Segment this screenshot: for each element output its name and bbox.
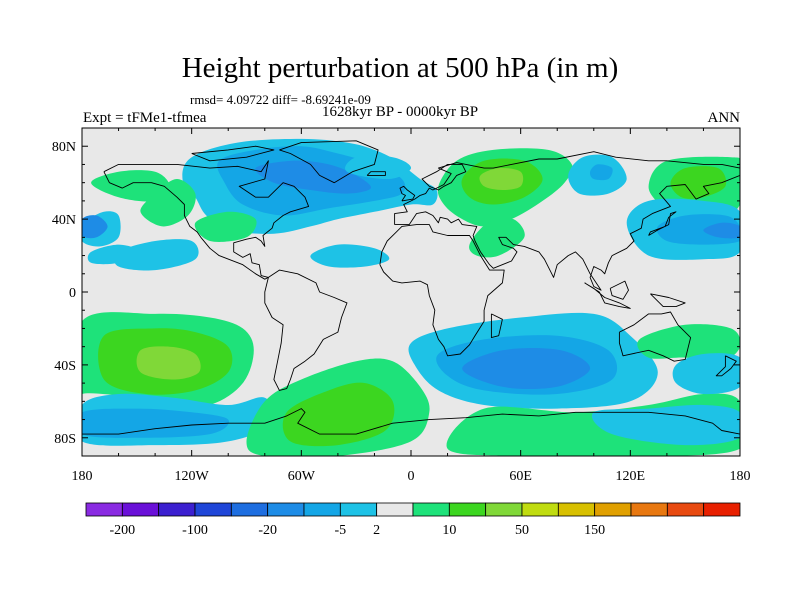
field-e-pacific-low [114,239,199,271]
colorbar-box [230,502,269,517]
map-axis-ticks: 80N 40N 0 40S 80S 180 120W 60W 0 60E 120E 180 [52,128,751,484]
field-e-antarctic-low [591,404,740,446]
colorbar-label: 10 [442,523,456,538]
colorbar: -200 -100 -20 -5 2 10 50 150 [85,502,741,538]
lon-tick-label: 60E [509,469,532,484]
field-w-pacific-low-inner [703,222,740,239]
colorbar-box [557,502,596,517]
colorbar-box [121,502,160,517]
field-w-atlantic-high [194,211,257,242]
plot-title: Height perturbation at 500 hPa (in m) [181,52,619,84]
coastline-new-guinea [650,293,686,308]
coastline-south-america [264,269,348,391]
lon-tick-label: 180 [72,469,93,484]
field-s-pacific-high-core [136,346,201,380]
coastline-africa [379,224,505,357]
colorbar-label: 2 [373,523,380,538]
colorbar-box [703,502,741,517]
colorbar-label: -100 [182,523,208,538]
colorbar-box [267,502,305,517]
experiment-label: Expt = tFMe1-tfmea [83,110,207,126]
field-eurasia-high-core [479,167,524,190]
coastline-australia [618,311,692,362]
colorbar-box [521,502,559,517]
coastline-north-america [103,160,310,280]
coastline-madagascar [490,313,503,339]
coastline-iceland [366,171,386,176]
field-n-pacific-ne-low [345,155,412,180]
colorbar-box [448,502,487,517]
coastline-new-zealand [715,355,737,377]
colorbar-box [630,502,668,517]
field-se-pacific-green [637,324,740,362]
colorbar-box [85,502,123,517]
colorbar-box [303,502,341,517]
lon-tick-label: 120E [616,469,646,484]
field-australia-low [672,353,740,395]
lon-tick-label: 120W [175,469,210,484]
lon-tick-label: 60W [288,469,316,484]
coastline-japan [648,211,677,236]
colorbar-box [376,502,414,517]
colorbar-box [594,502,632,517]
field-atlantic-tropical-low [310,244,390,268]
colorbar-box [485,502,523,517]
colorbar-box [666,502,705,517]
coastline-uk [399,185,416,202]
field-n-pacific-low-core [82,215,108,239]
lat-tick-label: 40S [54,359,76,374]
lat-tick-label: 80S [54,432,76,447]
coastline-scandinavia-baltic [421,163,467,191]
lat-tick-label: 0 [69,286,76,301]
field-indian-ocean-low-core [462,348,591,390]
field-siberia-low-core [589,164,613,181]
map-body [82,128,740,456]
lon-tick-label: 180 [730,469,751,484]
colorbar-label: -5 [334,523,346,538]
season-label: ANN [707,110,741,126]
colorbar-box [194,502,232,517]
field-ne-asia-high-core [670,166,727,199]
colorbar-label: -200 [109,523,135,538]
lon-tick-label: 0 [408,469,415,484]
colorbar-box [158,502,196,517]
colorbar-label: 150 [584,523,605,538]
colorbar-label: 50 [515,523,529,538]
lat-tick-label: 40N [52,213,76,228]
coastline-borneo-ng [609,280,629,300]
colorbar-box [412,502,450,517]
coastline-antarctica [82,408,740,435]
coastline-arctic-islands [191,145,275,162]
coastline-eurasia [394,151,740,291]
field-e-pacific-high [140,179,196,227]
stats-label: rmsd= 4.09722 diff= -8.69241e-09 [190,92,371,107]
colorbar-box [339,502,378,517]
field-na-atlantic-high [91,170,170,202]
colorbar-label: -20 [258,523,277,538]
coastline-greenland [279,140,379,184]
field-arctic-canada-low-core [255,160,371,194]
field-southern-ocean-low-core [82,408,229,438]
field-antarctic-green-core [282,382,395,447]
lat-tick-label: 80N [52,140,76,155]
period-label: 1628kyr BP - 0000kyr BP [322,104,479,120]
coastline-indonesia [584,282,631,309]
